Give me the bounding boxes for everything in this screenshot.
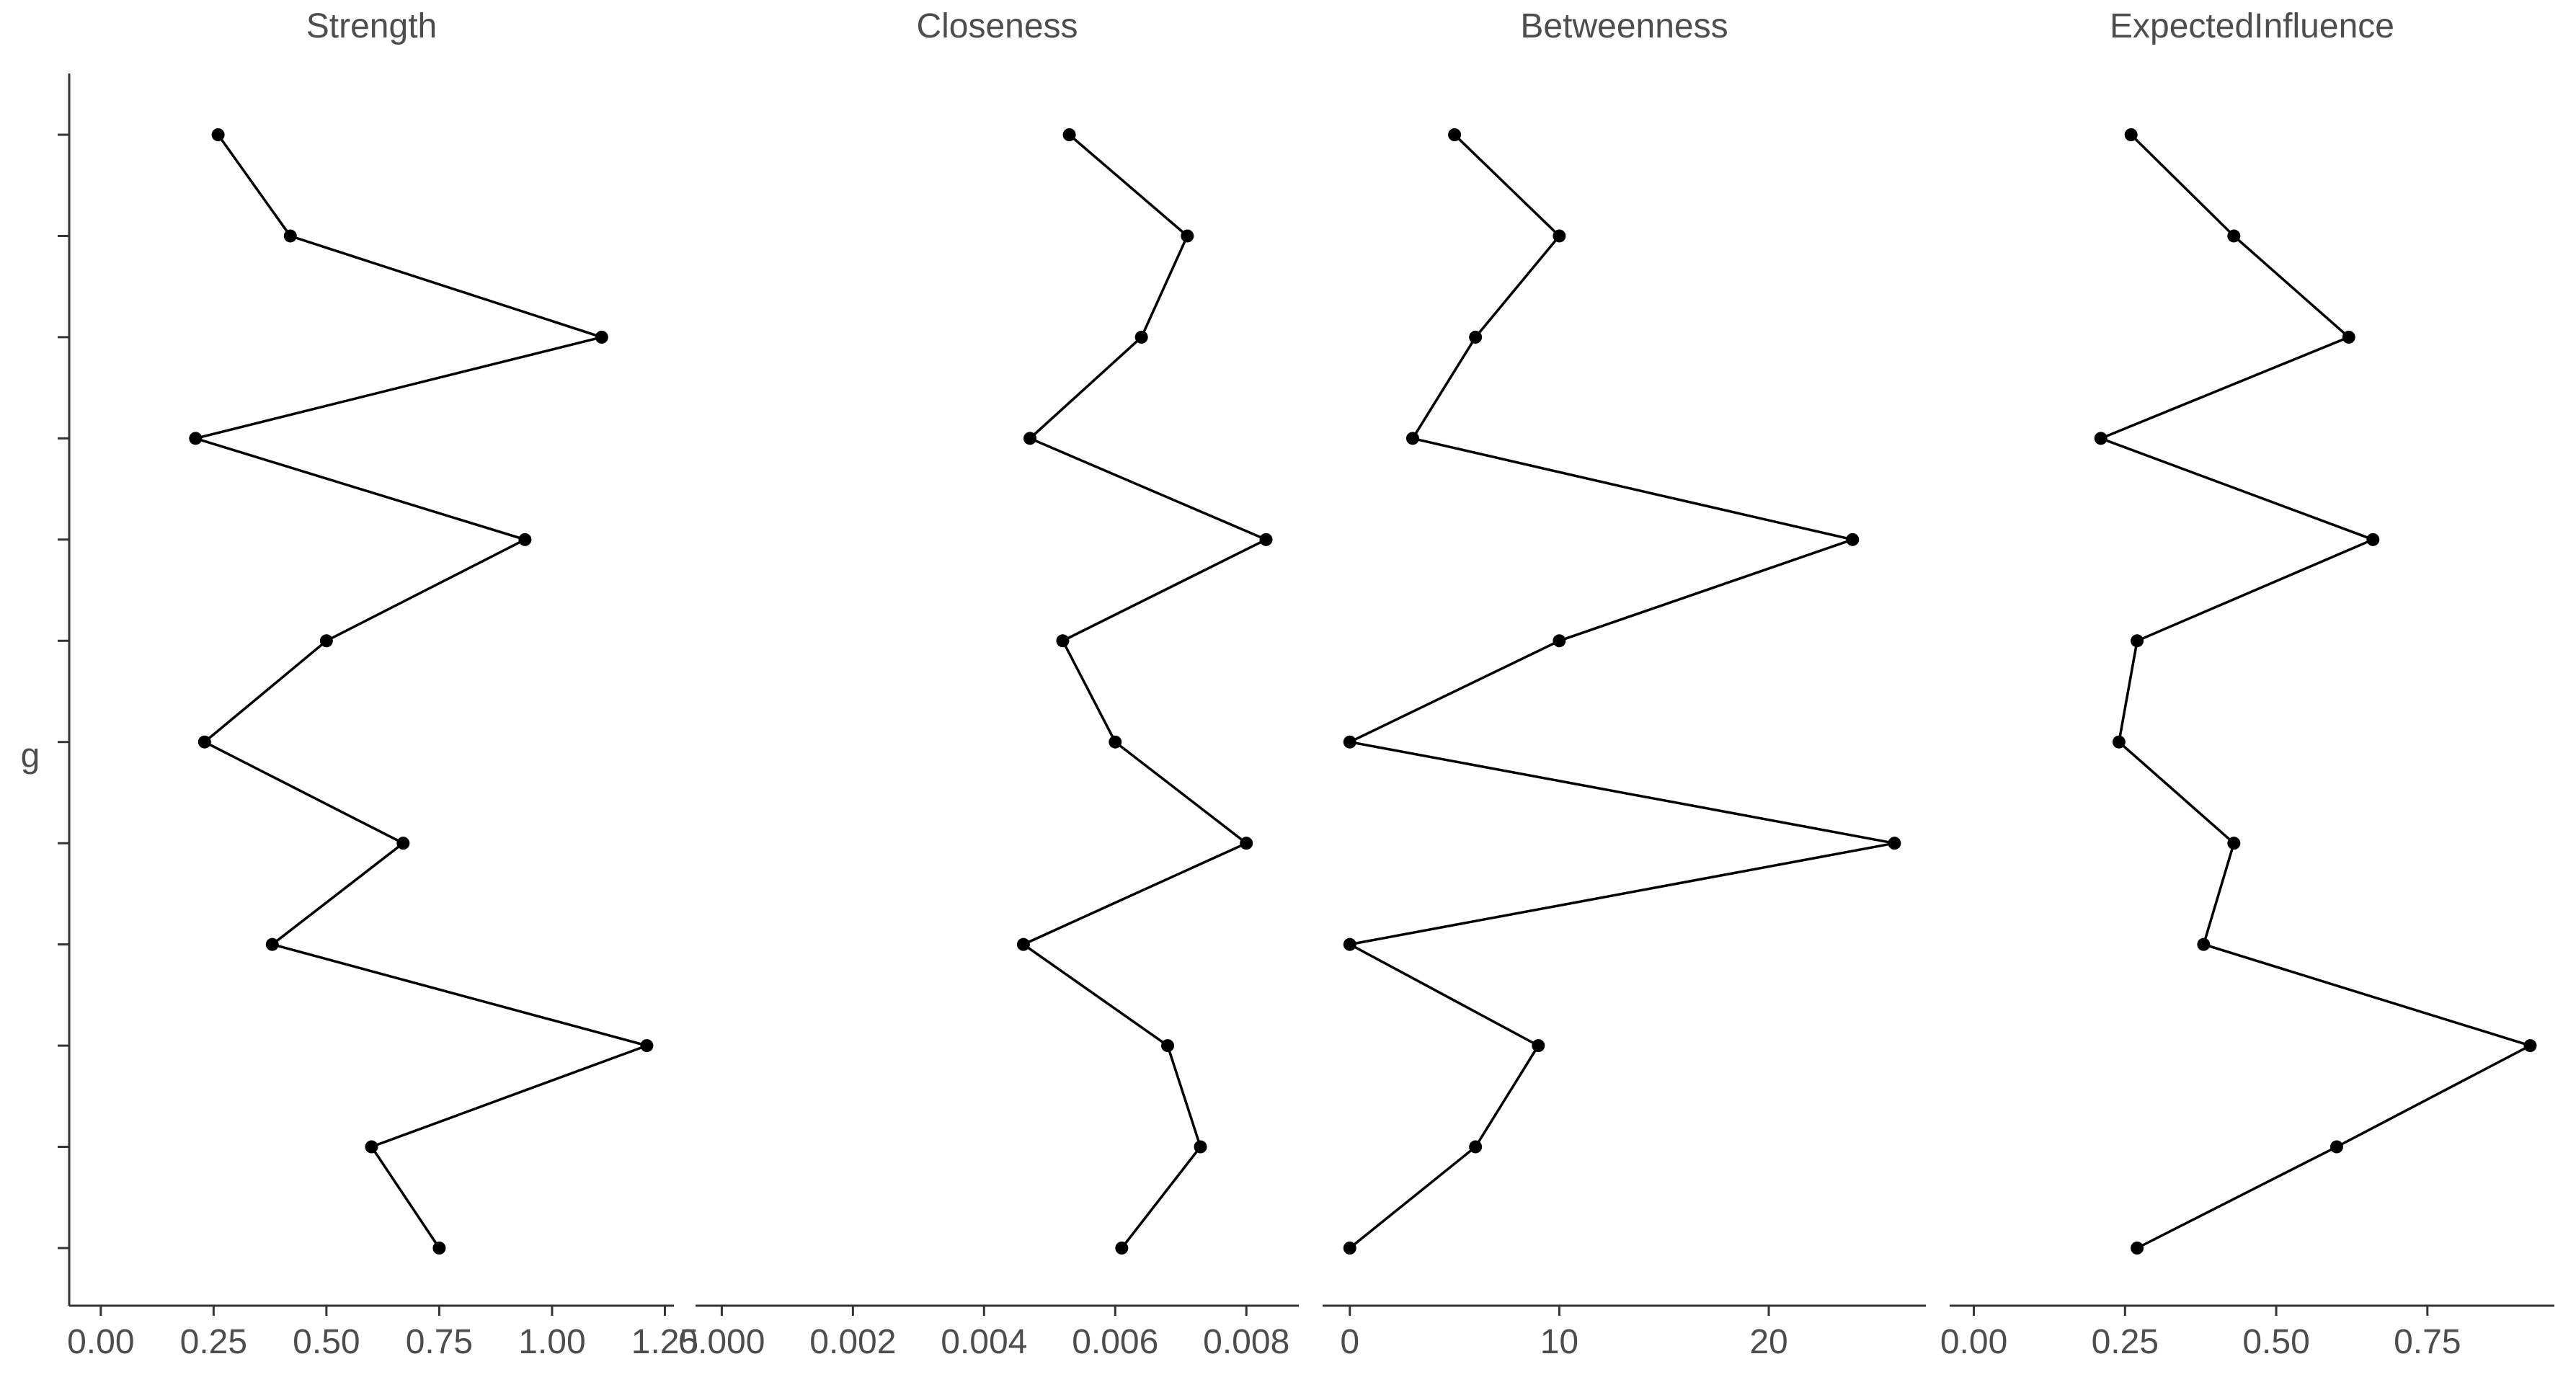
data-point-expectedinfluence: [2227, 837, 2241, 850]
x-tick-label-strength: 0.25: [180, 1323, 247, 1361]
data-point-expectedinfluence: [2131, 634, 2144, 648]
data-point-closeness: [1161, 1039, 1175, 1053]
data-point-betweenness: [1553, 634, 1566, 648]
data-point-expectedinfluence: [2197, 937, 2211, 951]
x-tick-label-strength: 0.50: [293, 1323, 360, 1361]
x-tick-label-expectedinfluence: 0.00: [1940, 1323, 2007, 1361]
x-tick-label-strength: 0.75: [406, 1323, 473, 1361]
panel-title-betweenness: Betweenness: [1520, 7, 1728, 45]
x-tick-label-expectedinfluence: 0.50: [2242, 1323, 2309, 1361]
data-point-closeness: [1016, 937, 1030, 951]
data-point-strength: [283, 229, 297, 243]
panel-title-closeness: Closeness: [916, 7, 1078, 45]
data-point-strength: [640, 1039, 654, 1053]
series-line-strength: [190, 133, 652, 1249]
data-point-betweenness: [1469, 1140, 1483, 1154]
data-point-closeness: [1062, 128, 1076, 141]
data-point-betweenness: [1343, 937, 1356, 951]
data-point-betweenness: [1846, 533, 1860, 546]
x-tick-label-closeness: 0.004: [941, 1323, 1027, 1361]
data-point-strength: [211, 128, 225, 141]
data-point-strength: [365, 1140, 378, 1154]
x-tick-label-betweenness: 0: [1340, 1323, 1359, 1361]
data-point-closeness: [1115, 1242, 1129, 1255]
data-point-betweenness: [1448, 128, 1462, 141]
data-point-expectedinfluence: [2124, 128, 2138, 141]
data-point-betweenness: [1405, 432, 1419, 445]
data-point-expectedinfluence: [2329, 1140, 2343, 1154]
x-tick-label-closeness: 0.000: [678, 1323, 765, 1361]
x-tick-label-strength: 0.00: [67, 1323, 134, 1361]
data-point-closeness: [1194, 1140, 1207, 1154]
data-point-strength: [396, 837, 410, 850]
x-tick-label-betweenness: 10: [1540, 1323, 1578, 1361]
series-line-betweenness: [1346, 133, 1895, 1249]
data-point-expectedinfluence: [2342, 330, 2355, 344]
data-point-expectedinfluence: [2227, 229, 2241, 243]
x-tick-label-betweenness: 20: [1749, 1323, 1787, 1361]
data-point-strength: [518, 533, 532, 546]
data-point-closeness: [1134, 330, 1148, 344]
data-point-expectedinfluence: [2523, 1039, 2537, 1053]
data-point-strength: [319, 634, 333, 648]
data-point-strength: [595, 330, 608, 344]
x-tick-label-closeness: 0.006: [1072, 1323, 1158, 1361]
data-point-betweenness: [1532, 1039, 1545, 1053]
data-point-strength: [432, 1242, 446, 1255]
data-point-betweenness: [1888, 837, 1901, 850]
data-point-betweenness: [1343, 1242, 1356, 1255]
data-point-strength: [265, 937, 279, 951]
data-point-betweenness: [1343, 735, 1356, 749]
data-point-closeness: [1240, 837, 1253, 850]
data-point-expectedinfluence: [2112, 735, 2126, 749]
series-line-expectedinfluence: [2097, 133, 2533, 1249]
data-point-expectedinfluence: [2094, 432, 2108, 445]
data-point-expectedinfluence: [2131, 1242, 2144, 1255]
x-tick-label-strength: 1.25: [631, 1323, 698, 1361]
x-tick-label-expectedinfluence: 0.75: [2394, 1323, 2461, 1361]
data-point-expectedinfluence: [2366, 533, 2380, 546]
data-point-closeness: [1181, 229, 1194, 243]
y-axis-label: g: [21, 737, 40, 775]
data-point-closeness: [1259, 533, 1273, 546]
data-point-betweenness: [1553, 229, 1566, 243]
x-tick-label-strength: 1.00: [518, 1323, 585, 1361]
data-point-closeness: [1023, 432, 1036, 445]
panel-title-strength: Strength: [306, 7, 437, 45]
panel-title-expectedinfluence: ExpectedInfluence: [2110, 7, 2394, 45]
data-point-closeness: [1056, 634, 1070, 648]
data-point-betweenness: [1469, 330, 1483, 344]
data-point-strength: [189, 432, 203, 445]
series-line-closeness: [1021, 133, 1269, 1249]
data-point-closeness: [1109, 735, 1122, 749]
x-tick-label-expectedinfluence: 0.25: [2092, 1323, 2159, 1361]
x-tick-label-closeness: 0.002: [809, 1323, 896, 1361]
data-point-strength: [197, 735, 211, 749]
x-tick-label-closeness: 0.008: [1203, 1323, 1289, 1361]
